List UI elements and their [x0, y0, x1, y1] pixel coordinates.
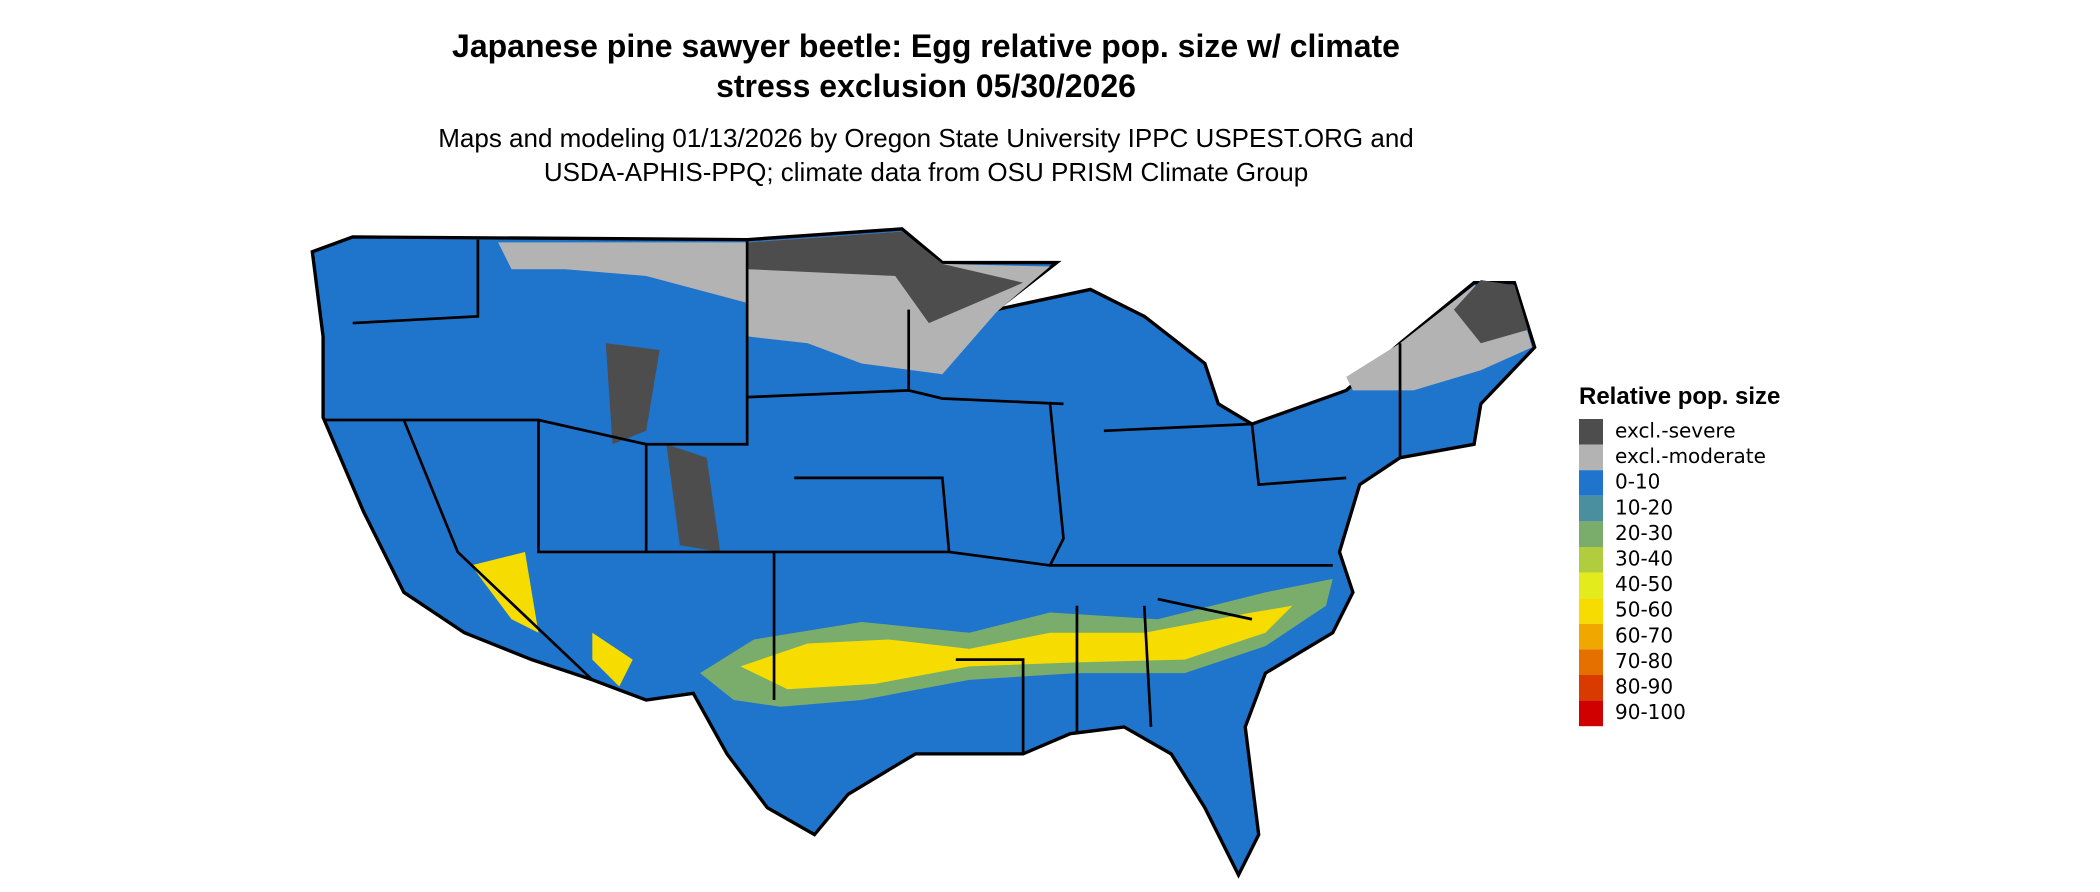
legend-label: 80-90	[1615, 675, 1673, 699]
legend-swatch	[1579, 623, 1603, 650]
legend-swatch	[1579, 572, 1603, 599]
legend-label: 0-10	[1615, 470, 1660, 494]
legend-label: 90-100	[1615, 700, 1686, 724]
legend-swatch	[1579, 700, 1603, 727]
legend-label: 20-30	[1615, 521, 1673, 545]
subtitle: USDA-APHIS-PPQ; climate data from OSU PR…	[544, 157, 1308, 187]
high-band	[471, 551, 1293, 690]
legend-label: 60-70	[1615, 623, 1673, 647]
moderate-zone	[498, 231, 1532, 391]
legend-label: 10-20	[1615, 495, 1673, 519]
legend-label: 50-60	[1615, 598, 1673, 622]
us-map	[310, 227, 1537, 879]
legend-swatch	[1579, 598, 1603, 624]
subtitle: Maps and modeling 01/13/2026 by Oregon S…	[438, 123, 1414, 153]
legend-title: Relative pop. size	[1579, 383, 1780, 410]
state-borders	[323, 239, 1402, 754]
legend: excl.-severeexcl.-moderate0-1010-2020-30…	[1579, 419, 1766, 727]
legend-label: excl.-severe	[1615, 419, 1736, 443]
legend-swatch	[1579, 470, 1603, 496]
legend-label: 40-50	[1615, 572, 1673, 596]
legend-swatch	[1579, 495, 1603, 522]
legend-label: excl.-moderate	[1615, 444, 1766, 468]
legend-swatch	[1579, 444, 1603, 471]
legend-label: 30-40	[1615, 547, 1673, 571]
legend-swatch	[1579, 675, 1603, 701]
legend-swatch	[1579, 649, 1603, 675]
legend-swatch	[1579, 547, 1603, 573]
severe-zone	[605, 231, 1528, 552]
legend-swatch	[1579, 419, 1603, 445]
title: stress exclusion 05/30/2026	[716, 68, 1136, 104]
title: Japanese pine sawyer beetle: Egg relativ…	[452, 28, 1400, 64]
legend-swatch	[1579, 521, 1603, 547]
legend-label: 70-80	[1615, 649, 1673, 673]
